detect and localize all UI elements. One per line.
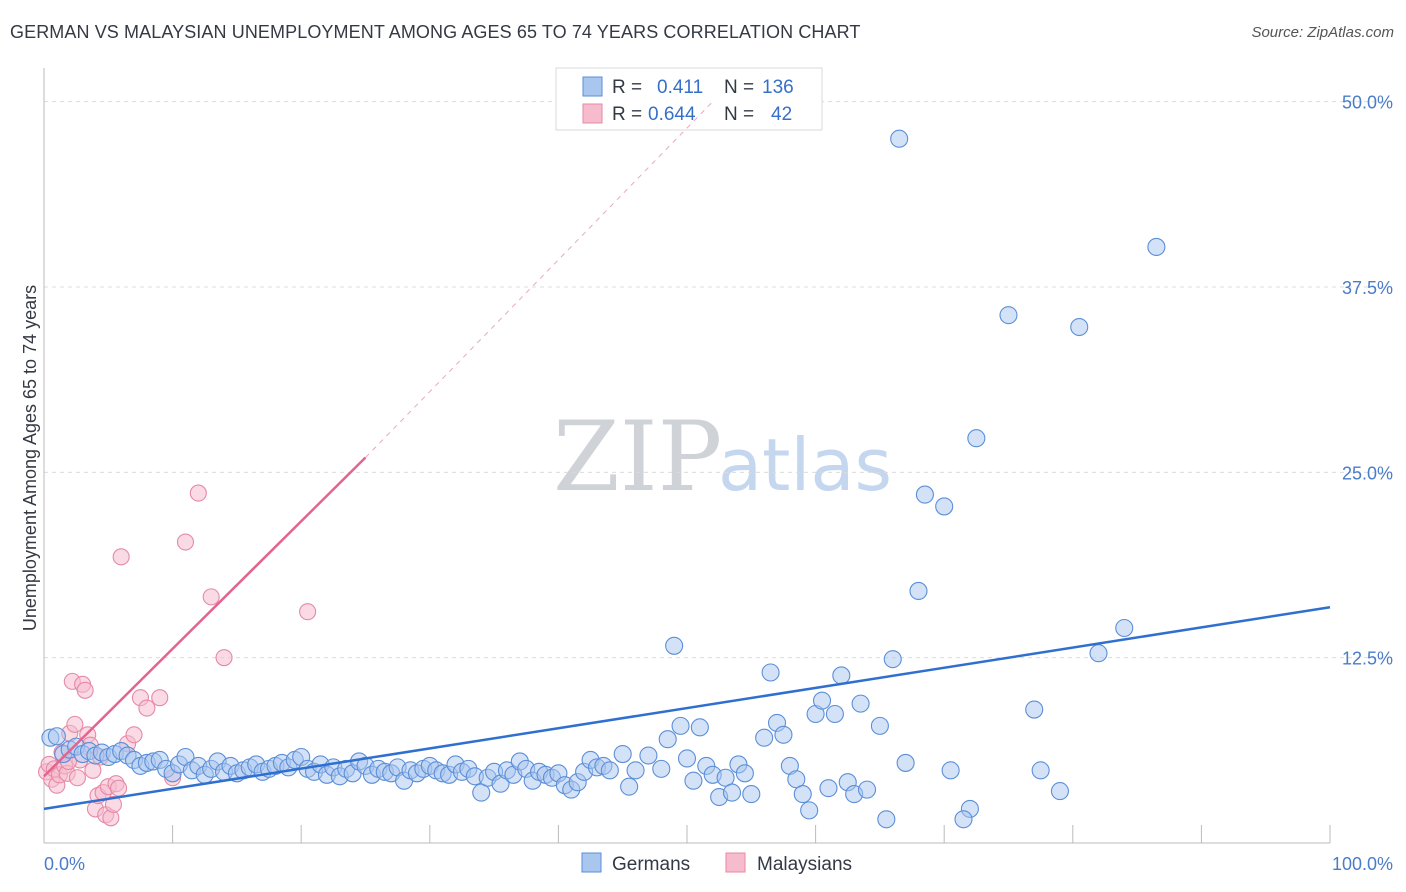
watermark-zip: ZIP [553,401,722,513]
german-point [851,694,870,713]
german-point [613,744,632,764]
malaysian-point [299,603,317,621]
malaysian-point [76,681,94,699]
german-point [620,777,639,796]
german-point [890,129,909,148]
y-tick-label: 12.5% [1342,649,1393,669]
malaysian-point [104,795,122,814]
german-point [819,779,838,798]
malaysian-point [202,588,220,606]
german-point [1025,700,1044,719]
malaysian-point [176,533,195,551]
y-axis-label: Unemployment Among Ages 65 to 74 years [20,285,40,631]
german-point [967,429,986,448]
legend-series: Germans Malaysians [581,852,852,875]
german-point [774,725,793,744]
x-tick-label-max: 100.0% [1332,854,1393,874]
malaysian-point [151,689,169,707]
y-tick-label: 50.0% [1342,93,1393,113]
malaysian-point [215,649,233,667]
german-trend-line [43,606,1331,811]
malaysian-point [112,548,130,566]
german-point [915,485,934,504]
german-point [652,759,671,778]
legend-bottom-malaysian-label: Malaysians [757,854,852,875]
german-point [800,801,819,820]
malaysian-trend-line [43,456,367,778]
legend-malaysian-n-label: N = [724,104,754,125]
malaysian-point [189,484,207,502]
axes [43,68,1331,844]
german-point [658,730,677,749]
german-point [999,306,1018,325]
german-point [722,783,742,802]
german-point [1070,317,1089,337]
y-tick-label: 25.0% [1342,463,1393,483]
legend-german-n-value: 136 [762,77,794,98]
german-point [909,581,928,600]
source-label: Source: ZipAtlas.com [1251,24,1394,41]
german-point [935,497,954,516]
german-point [1031,761,1050,780]
german-point [1115,618,1134,638]
malaysian-point [138,699,156,717]
german-point [1089,644,1108,663]
malaysian-point [68,769,86,787]
german-point [755,728,774,747]
german-point [877,810,896,829]
data-points [38,129,1166,829]
german-point [954,810,973,829]
german-point [735,764,754,783]
german-point [883,650,902,669]
y-tick-labels: 12.5% 25.0% 37.5% 50.0% [1342,93,1393,669]
legend-bottom-german-swatch [581,852,602,873]
german-point [857,780,877,799]
german-point [761,663,780,682]
german-point [870,716,889,735]
legend-malaysian-swatch [582,103,603,124]
legend-malaysian-n-value: 42 [771,104,792,125]
trend-lines [43,101,1331,811]
german-point [626,761,645,780]
german-point [677,749,697,768]
german-point [665,636,684,655]
malaysian-trend-extension [365,101,714,458]
y-tick-label: 37.5% [1342,278,1393,298]
german-point [825,704,844,724]
legend-bottom-malaysian-swatch [725,852,746,873]
german-point [1147,237,1166,257]
legend-bottom-german-label: Germans [612,854,690,875]
legend-german-n-label: N = [724,77,754,98]
x-tick-label-min: 0.0% [44,854,85,874]
malaysian-point [66,715,84,733]
legend-malaysian-r-value: 0.644 [648,104,696,125]
german-point [47,727,66,746]
german-point [639,746,658,765]
legend-malaysian-r-label: R = [612,104,642,125]
legend-german-r-value: 0.411 [657,77,703,98]
german-point [941,761,960,780]
german-point [896,753,915,772]
german-point [832,666,851,685]
german-point [690,718,709,737]
german-point [742,785,761,804]
malaysian-point [125,726,143,744]
german-point [793,785,812,804]
german-point [812,691,832,710]
legend-stats: R = 0.411 N = 136 R = 0.644 N = 42 [555,67,823,131]
legend-german-r-label: R = [612,77,642,98]
legend-german-swatch [582,76,603,97]
watermark-atlas: atlas [718,423,892,507]
chart-title: GERMAN VS MALAYSIAN UNEMPLOYMENT AMONG A… [10,22,861,42]
malaysian-point [110,779,128,797]
german-point [671,716,690,735]
german-point [684,771,703,790]
german-point [1050,782,1069,801]
german-point [600,761,619,780]
